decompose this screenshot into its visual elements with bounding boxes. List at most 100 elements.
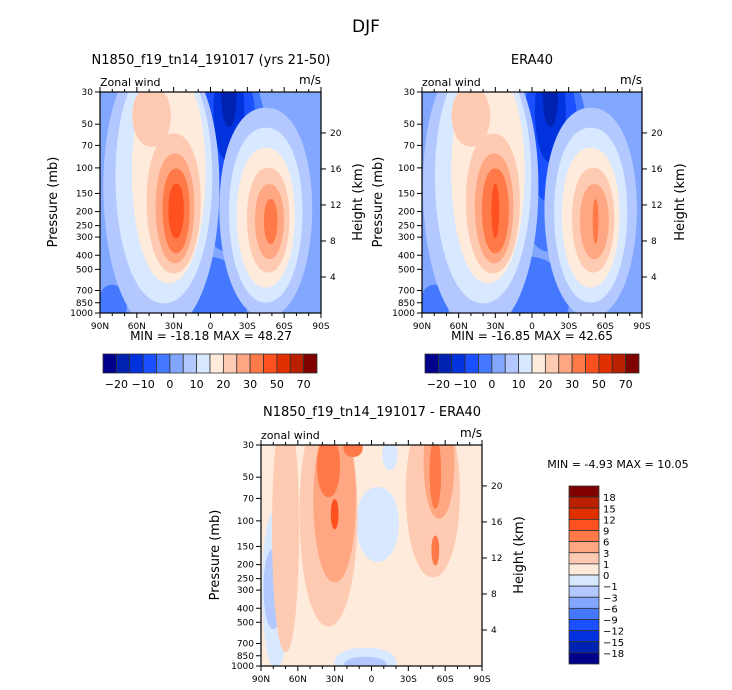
colorbar-tick-label: −9 xyxy=(603,616,618,627)
y-tick-label: 200 xyxy=(398,208,415,218)
colorbar-tick-label: 3 xyxy=(603,549,609,560)
colorbar-tick-label: −6 xyxy=(603,604,618,615)
x-tick-label: 30S xyxy=(400,675,417,685)
contour-region xyxy=(344,656,387,666)
colorbar-swatch xyxy=(571,353,586,374)
y-tick-label: 700 xyxy=(398,287,415,297)
colorbar-tick-label: 70 xyxy=(619,378,633,391)
y2-tick-label: 12 xyxy=(651,201,662,211)
y-tick-label: 200 xyxy=(76,208,93,218)
colorbar-tick-label: −15 xyxy=(603,638,624,649)
variable-label: Zonal wind xyxy=(100,76,161,89)
colorbar-swatch xyxy=(585,353,600,374)
panel-title: N1850_f19_tn14_191017 (yrs 21-50) xyxy=(92,53,331,68)
y-tick-label: 1000 xyxy=(70,309,93,319)
y2-tick-label: 16 xyxy=(491,518,503,528)
colorbar-tick-label: 1 xyxy=(603,560,609,571)
colorbar-tick-label: 10 xyxy=(190,378,204,391)
x-tick-label: 0 xyxy=(208,322,214,332)
y-tick-label: 250 xyxy=(398,222,415,232)
units-label: m/s xyxy=(299,73,321,87)
y2-axis-label: Height (km) xyxy=(673,163,688,240)
y-axis-label: Pressure (mb) xyxy=(46,157,61,248)
contour-region xyxy=(263,198,278,244)
colorbar-swatch xyxy=(544,353,560,374)
y-tick-label: 250 xyxy=(76,222,93,232)
contour-region xyxy=(272,445,300,653)
colorbar-swatch xyxy=(568,619,600,632)
min-max-stats: MIN = -4.93 MAX = 10.05 xyxy=(547,458,688,471)
colorbar-swatch xyxy=(424,353,439,374)
colorbar-swatch xyxy=(568,541,600,554)
colorbar-swatch xyxy=(156,353,171,374)
colorbar-swatch xyxy=(568,585,600,598)
y2-axis-label: Height (km) xyxy=(512,516,527,593)
x-tick-label: 90S xyxy=(312,322,329,332)
y-tick-label: 70 xyxy=(82,141,94,151)
y-tick-label: 30 xyxy=(243,441,255,451)
y-tick-label: 30 xyxy=(404,88,416,98)
x-tick-label: 90N xyxy=(91,322,109,332)
colorbar-swatch xyxy=(611,353,627,374)
y2-tick-label: 16 xyxy=(330,165,342,175)
colorbar-swatch xyxy=(209,353,224,374)
x-tick-label: 30S xyxy=(560,322,577,332)
figure-title: DJF xyxy=(352,17,380,37)
contour-region xyxy=(451,92,491,147)
y-tick-label: 200 xyxy=(237,561,254,571)
panel-model: N1850_f19_tn14_191017 (yrs 21-50) Zonal … xyxy=(46,53,366,391)
colorbar-tick-label: 50 xyxy=(270,378,284,391)
colorbar-tick-label: −10 xyxy=(454,378,477,391)
y2-tick-label: 12 xyxy=(330,201,341,211)
panel-title: N1850_f19_tn14_191017 - ERA40 xyxy=(263,405,481,420)
colorbar-swatch xyxy=(568,530,600,543)
colorbar-swatch xyxy=(451,353,466,374)
y-tick-label: 500 xyxy=(398,265,415,275)
colorbar-tick-label: 0 xyxy=(166,378,173,391)
colorbar-swatch xyxy=(276,353,291,374)
colorbar-tick-label: 20 xyxy=(216,378,230,391)
colorbar-tick-label: −12 xyxy=(603,627,624,638)
colorbar-swatch xyxy=(249,353,264,374)
colorbar-swatch xyxy=(568,607,600,620)
y-tick-label: 400 xyxy=(237,604,254,614)
colorbar-swatch xyxy=(568,652,600,665)
contour-region xyxy=(491,183,500,239)
contour-region xyxy=(132,92,171,147)
variable-label: zonal wind xyxy=(261,429,320,442)
y-tick-label: 150 xyxy=(76,189,93,199)
y2-tick-label: 12 xyxy=(491,554,502,564)
colorbar-tick-label: −1 xyxy=(603,582,618,593)
y2-tick-label: 20 xyxy=(651,129,663,139)
y-axis-label: Pressure (mb) xyxy=(371,157,386,248)
y-tick-label: 1000 xyxy=(392,309,415,319)
colorbar-tick-label: 12 xyxy=(603,515,616,526)
colorbar-tick-label: 30 xyxy=(243,378,257,391)
contour-field xyxy=(422,92,642,313)
colorbar-swatch xyxy=(568,507,600,520)
colorbar-swatch xyxy=(129,353,144,374)
x-tick-label: 0 xyxy=(369,675,375,685)
colorbar-swatch xyxy=(196,353,211,374)
colorbar-swatch xyxy=(464,353,479,374)
colorbar-swatch xyxy=(437,353,453,374)
y-tick-label: 100 xyxy=(76,164,93,174)
y2-tick-label: 4 xyxy=(491,626,497,636)
y2-tick-label: 20 xyxy=(491,482,503,492)
x-tick-label: 60S xyxy=(597,322,614,332)
colorbar-swatch xyxy=(236,353,251,374)
x-tick-label: 90S xyxy=(633,322,650,332)
x-tick-label: 60N xyxy=(128,322,146,332)
colorbar-swatch xyxy=(222,353,238,374)
colorbar-tick-label: 15 xyxy=(603,504,616,515)
colorbar-swatch xyxy=(518,353,533,374)
variable-label: zonal wind xyxy=(422,76,481,89)
colorbar-swatch xyxy=(478,353,493,374)
y-tick-label: 850 xyxy=(398,299,415,309)
colorbar-swatch xyxy=(568,574,600,587)
axes: 90N 60N 30N 0 30S 60S 90S 30 50 70 100 150 200 250300… xyxy=(70,87,342,332)
colorbar-swatch xyxy=(115,353,131,374)
y-tick-label: 50 xyxy=(82,120,94,130)
contour-field xyxy=(100,92,321,313)
